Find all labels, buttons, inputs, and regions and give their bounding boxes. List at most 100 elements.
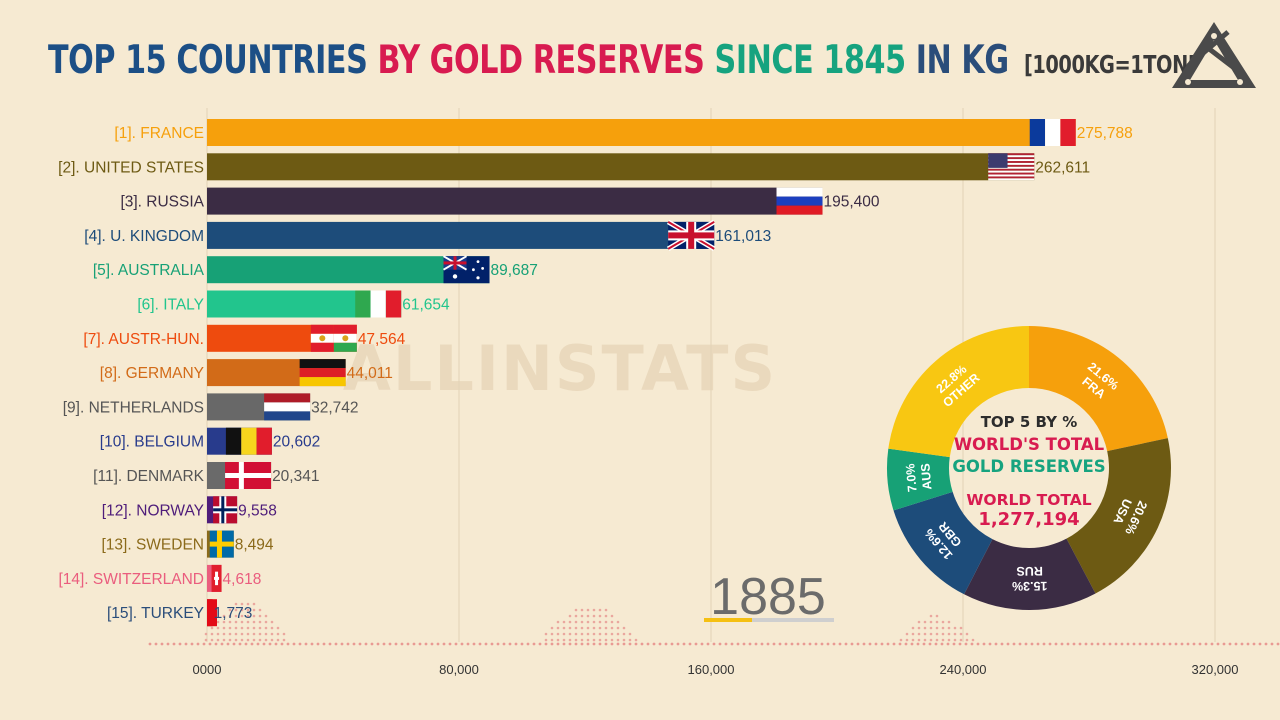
texture-dot: [604, 626, 608, 630]
texture-dot: [604, 642, 608, 646]
texture-dot: [208, 642, 212, 646]
texture-dot: [935, 614, 939, 618]
texture-dot: [586, 626, 590, 630]
texture-dot: [965, 638, 969, 642]
donut-slice: [888, 326, 1029, 458]
italy-flag: [355, 290, 402, 318]
texture-dot: [234, 620, 238, 624]
texture-dot: [178, 642, 182, 646]
texture-dot: [610, 638, 614, 642]
texture-dot: [234, 608, 238, 612]
texture-dot: [772, 642, 776, 646]
texture-dot: [616, 642, 620, 646]
flag-part: [988, 178, 1035, 181]
texture-dot: [586, 608, 590, 612]
texture-dot: [334, 642, 338, 646]
texture-dot: [556, 642, 560, 646]
texture-dot: [166, 642, 170, 646]
texture-dot: [252, 602, 256, 606]
texture-dot: [610, 642, 614, 646]
texture-dot: [508, 642, 512, 646]
texture-dot: [228, 614, 232, 618]
texture-dot: [670, 642, 674, 646]
flag-part: [355, 290, 371, 318]
donut-slice: [964, 538, 1096, 610]
texture-dot: [258, 638, 262, 642]
usa-flag: [988, 153, 1035, 181]
texture-dot: [1042, 642, 1046, 646]
texture-dot: [928, 642, 932, 646]
texture-dot: [252, 638, 256, 642]
texture-dot: [250, 642, 254, 646]
donut-label-group: 15.3%RUS: [1012, 564, 1048, 593]
flag-part: [310, 324, 334, 334]
texture-dot: [1120, 642, 1124, 646]
texture-dot: [604, 614, 608, 618]
texture-dot: [856, 642, 860, 646]
texture-dot: [790, 642, 794, 646]
texture-dot: [270, 632, 274, 636]
texture-dot: [616, 620, 620, 624]
flag-part: [776, 196, 823, 206]
texture-dot: [598, 626, 602, 630]
texture-dot: [808, 642, 812, 646]
texture-dot: [184, 642, 188, 646]
texture-dot: [1204, 642, 1208, 646]
texture-dot: [1132, 642, 1136, 646]
value-label: 9,558: [238, 502, 277, 519]
texture-dot: [228, 638, 232, 642]
texture-dot: [172, 642, 176, 646]
texture-dot: [1150, 642, 1154, 646]
texture-dot: [586, 614, 590, 618]
flag-part: [988, 164, 1035, 167]
texture-dot: [592, 614, 596, 618]
texture-dot: [316, 642, 320, 646]
texture-dot: [562, 620, 566, 624]
year-progress-track: [704, 618, 834, 622]
texture-dot: [592, 632, 596, 636]
texture-dot: [592, 638, 596, 642]
texture-dot: [222, 638, 226, 642]
texture-dot: [490, 642, 494, 646]
texture-dot: [1276, 642, 1280, 646]
texture-dot: [1060, 642, 1064, 646]
texture-dot: [959, 626, 963, 630]
texture-dot: [940, 642, 944, 646]
texture-dot: [700, 642, 704, 646]
texture-dot: [406, 642, 410, 646]
flag-part: [299, 377, 346, 387]
flag-part: [476, 276, 480, 280]
texture-dot: [580, 642, 584, 646]
donut-title-line: TOP 5 BY %: [981, 413, 1078, 431]
flag-part: [481, 266, 485, 270]
texture-dot: [574, 608, 578, 612]
denmark-flag: [225, 462, 272, 489]
texture-dot: [580, 632, 584, 636]
texture-dot: [1066, 642, 1070, 646]
texture-dot: [148, 642, 152, 646]
texture-dot: [965, 632, 969, 636]
texture-dot: [246, 608, 250, 612]
texture-dot: [610, 620, 614, 624]
texture-dot: [929, 620, 933, 624]
texture-dot: [754, 642, 758, 646]
texture-dot: [592, 626, 596, 630]
texture-dot: [628, 638, 632, 642]
texture-dot: [292, 642, 296, 646]
texture-dot: [941, 626, 945, 630]
texture-dot: [796, 642, 800, 646]
texture-dot: [442, 642, 446, 646]
allinstats-logo: [1172, 22, 1256, 88]
texture-dot: [264, 626, 268, 630]
category-label: [9]. NETHERLANDS: [63, 399, 204, 416]
texture-dot: [304, 642, 308, 646]
texture-dot: [1186, 642, 1190, 646]
flag-part: [988, 166, 1035, 169]
texture-dot: [935, 638, 939, 642]
texture-dot: [1258, 642, 1262, 646]
flag-part: [1045, 119, 1061, 146]
texture-dot: [586, 638, 590, 642]
texture-dot: [568, 626, 572, 630]
texture-dot: [352, 642, 356, 646]
donut-slice: [1029, 326, 1168, 452]
